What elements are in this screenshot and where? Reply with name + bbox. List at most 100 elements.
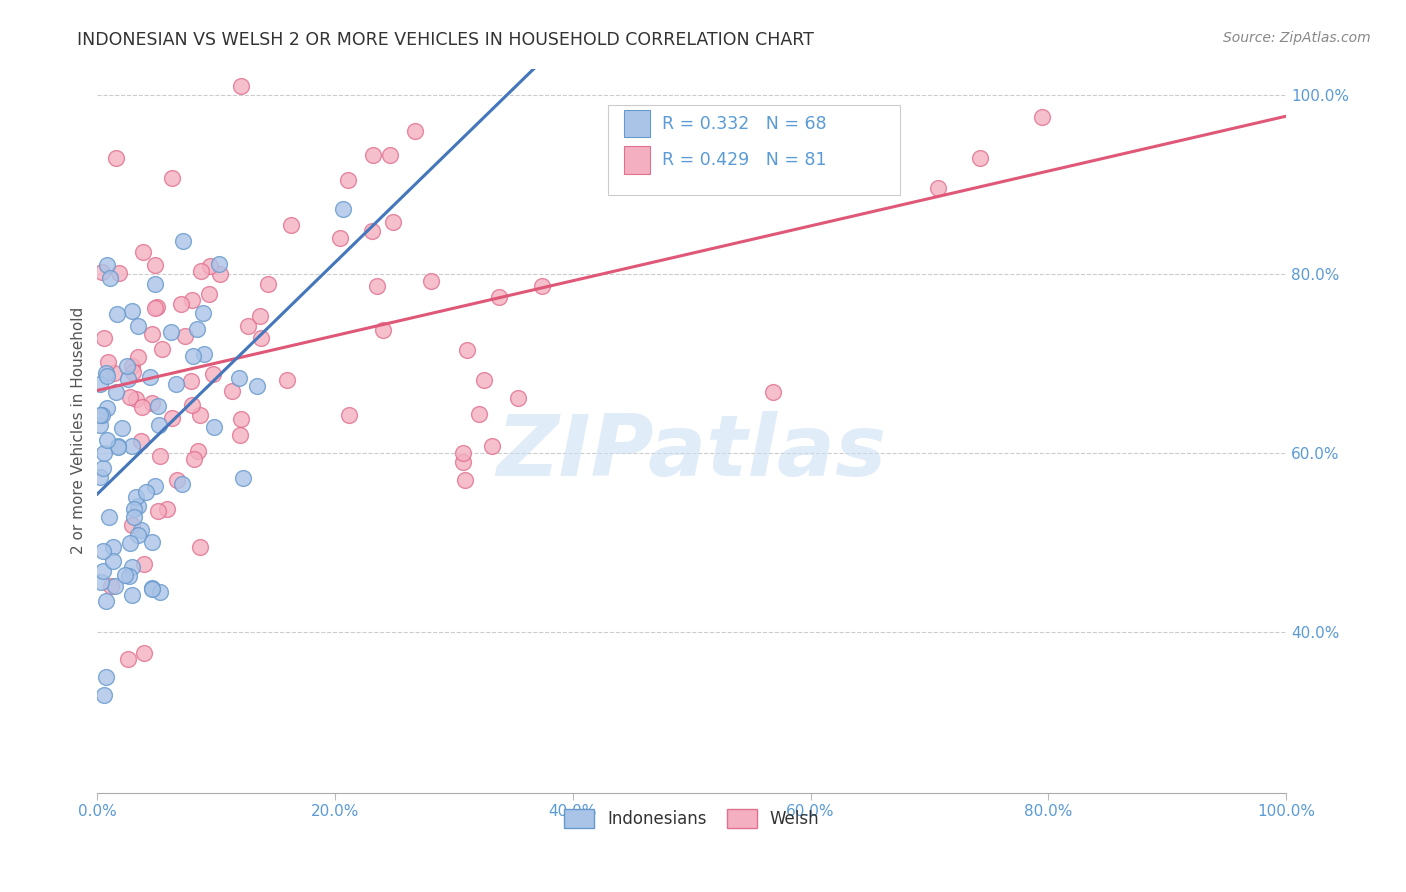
Point bbox=[141, 581, 163, 595]
Point bbox=[180, 374, 202, 388]
Point bbox=[127, 350, 149, 364]
Point bbox=[115, 359, 138, 373]
Point bbox=[96, 434, 118, 448]
Point bbox=[143, 277, 166, 292]
Point bbox=[108, 266, 131, 280]
Point bbox=[94, 670, 117, 684]
Point bbox=[134, 557, 156, 571]
Point bbox=[96, 369, 118, 384]
Point bbox=[107, 439, 129, 453]
Point bbox=[193, 347, 215, 361]
Text: R = 0.429   N = 81: R = 0.429 N = 81 bbox=[662, 152, 827, 169]
Point bbox=[166, 473, 188, 487]
Point bbox=[332, 202, 354, 216]
Point bbox=[606, 112, 628, 126]
Point bbox=[208, 257, 231, 271]
Point bbox=[131, 400, 153, 414]
Point bbox=[93, 445, 115, 459]
Point bbox=[173, 329, 195, 343]
Point bbox=[120, 391, 142, 405]
Point bbox=[145, 258, 167, 272]
Point bbox=[454, 473, 477, 487]
Point bbox=[481, 439, 503, 453]
Point bbox=[96, 367, 118, 381]
Point bbox=[188, 408, 211, 422]
Point bbox=[420, 274, 443, 288]
Point bbox=[148, 417, 170, 432]
Point bbox=[238, 319, 260, 334]
Point bbox=[97, 355, 120, 369]
Point bbox=[280, 219, 302, 233]
Point bbox=[118, 568, 141, 582]
Point bbox=[371, 323, 394, 337]
Point bbox=[146, 504, 169, 518]
Point bbox=[131, 244, 153, 259]
Point bbox=[117, 372, 139, 386]
Point bbox=[131, 523, 153, 537]
Point bbox=[101, 554, 124, 568]
Point bbox=[456, 343, 478, 357]
Point bbox=[98, 509, 121, 524]
Point bbox=[146, 399, 169, 413]
Point bbox=[134, 646, 156, 660]
Point bbox=[114, 567, 136, 582]
Point bbox=[180, 293, 202, 307]
Point bbox=[143, 479, 166, 493]
Point bbox=[127, 528, 149, 542]
Point bbox=[145, 300, 167, 314]
Point bbox=[111, 420, 134, 434]
Point bbox=[256, 277, 278, 291]
Point bbox=[159, 325, 181, 339]
Point bbox=[927, 181, 949, 195]
Point bbox=[337, 408, 360, 422]
Point bbox=[121, 359, 143, 373]
Point bbox=[229, 412, 252, 426]
Point bbox=[105, 307, 128, 321]
Point bbox=[197, 286, 219, 301]
Point bbox=[202, 367, 225, 381]
Point bbox=[336, 173, 359, 187]
Point bbox=[366, 279, 388, 293]
Legend: Indonesians, Welsh: Indonesians, Welsh bbox=[557, 803, 827, 835]
Point bbox=[89, 470, 111, 484]
Point bbox=[451, 446, 474, 460]
Point bbox=[188, 541, 211, 555]
Point bbox=[121, 366, 143, 380]
Point bbox=[89, 417, 111, 432]
Text: INDONESIAN VS WELSH 2 OR MORE VEHICLES IN HOUSEHOLD CORRELATION CHART: INDONESIAN VS WELSH 2 OR MORE VEHICLES I… bbox=[77, 31, 814, 49]
Point bbox=[467, 408, 489, 422]
Point bbox=[117, 652, 139, 666]
Point bbox=[141, 395, 163, 409]
Point bbox=[187, 444, 209, 458]
Point bbox=[361, 148, 384, 162]
Point bbox=[139, 369, 162, 384]
Point bbox=[183, 451, 205, 466]
Point bbox=[404, 123, 426, 137]
Point bbox=[91, 264, 114, 278]
Point bbox=[129, 434, 152, 448]
Point bbox=[208, 267, 231, 281]
Point bbox=[762, 385, 785, 400]
Point bbox=[89, 409, 111, 423]
Point bbox=[361, 224, 384, 238]
Point bbox=[125, 490, 148, 504]
Point bbox=[378, 148, 401, 162]
Point bbox=[1031, 110, 1053, 124]
Point bbox=[150, 342, 173, 356]
Point bbox=[107, 440, 129, 454]
Point bbox=[190, 264, 212, 278]
Point bbox=[186, 322, 208, 336]
Point bbox=[101, 540, 124, 554]
Point bbox=[125, 392, 148, 407]
Point bbox=[91, 543, 114, 558]
Point bbox=[180, 397, 202, 411]
Point bbox=[382, 215, 405, 229]
Point bbox=[165, 377, 187, 392]
Point bbox=[94, 594, 117, 608]
Point bbox=[249, 309, 271, 323]
Point bbox=[103, 366, 125, 380]
Text: R = 0.332   N = 68: R = 0.332 N = 68 bbox=[662, 115, 827, 133]
Point bbox=[451, 455, 474, 469]
Point bbox=[531, 279, 554, 293]
Point bbox=[191, 306, 214, 320]
